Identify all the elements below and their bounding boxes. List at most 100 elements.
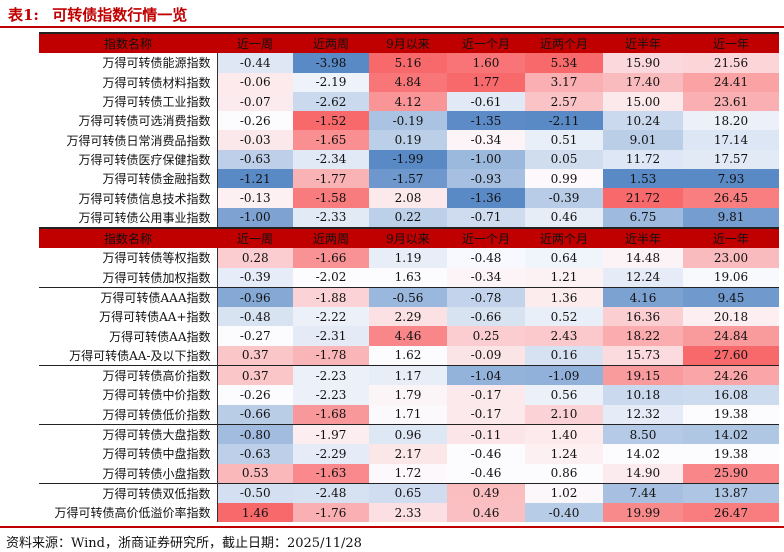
value-cell: 27.60 [683,345,779,366]
value-cell: -1.99 [369,149,447,170]
value-cell: -0.48 [447,248,525,268]
value-cell: 23.61 [683,91,779,112]
index-table: 指数名称 近一周 近两周 9月以来 近一个月 近两个月 近半年 近一年 万得可转债能源指数 -0.… [39,31,779,523]
index-name-cell: 万得可转债信息技术指数 [39,188,218,208]
value-cell: 2.08 [369,188,447,208]
value-cell: 18.20 [683,111,779,131]
value-cell: 18.22 [603,326,683,346]
index-name-cell: 万得可转债高价指数 [39,365,218,386]
value-cell: 17.14 [683,130,779,150]
table-row: 万得可转债能源指数 -0.44 -3.98 5.16 1.60 5.34 15.90 21.5… [39,53,779,73]
table-row: 万得可转债AAA指数 -0.96 -1.88 -0.56 -0.78 1.36 4.16 9.… [39,286,779,308]
index-name-cell: 万得可转债加权指数 [39,267,218,288]
value-cell: -0.63 [217,444,293,464]
value-cell: 9.01 [603,130,683,150]
value-cell: -0.50 [217,482,293,504]
value-cell: -1.36 [447,188,525,208]
index-name-cell: 万得可转债工业指数 [39,91,218,112]
value-cell: -2.02 [293,267,369,288]
value-cell: -1.76 [293,503,369,523]
value-cell: 6.75 [603,207,683,228]
table-caption: 可转债指数行情一览 [52,6,188,24]
column-header: 近一个月 [447,31,525,54]
table-title: 表1: 可转债指数行情一览 [8,4,187,25]
column-header: 近一周 [217,226,293,249]
value-cell: 19.38 [683,444,779,464]
value-cell: -0.11 [447,423,525,445]
value-cell: -2.23 [293,365,369,386]
table-row: 万得可转债小盘指数 0.53 -1.63 1.72 -0.46 0.86 14.90 25.9… [39,463,779,484]
value-cell: -2.33 [293,207,369,228]
value-cell: 0.52 [525,307,603,327]
value-cell: -2.19 [293,72,369,92]
table-row: 万得可转债可选消费指数 -0.26 -1.52 -0.19 -1.35 -2.11 10.2… [39,111,779,131]
index-name-cell: 万得可转债公用事业指数 [39,207,218,228]
value-cell: -2.62 [293,91,369,112]
value-cell: 1.72 [369,463,447,484]
value-cell: -0.66 [217,404,293,425]
value-cell: 0.65 [369,482,447,504]
table-row: 万得可转债中价指数 -0.26 -2.23 1.79 -0.17 0.56 10.18 16.… [39,385,779,405]
value-cell: -1.04 [447,365,525,386]
column-header: 近一个月 [447,226,525,249]
value-cell: 21.72 [603,188,683,208]
value-cell: 2.43 [525,326,603,346]
value-cell: 9.45 [683,286,779,308]
index-name-cell: 万得可转债低价指数 [39,404,218,425]
value-cell: 1.24 [525,444,603,464]
table-row: 万得可转债材料指数 -0.06 -2.19 4.84 1.77 3.17 17.40 24.4… [39,72,779,92]
value-cell: -1.00 [447,149,525,170]
value-cell: -0.39 [217,267,293,288]
column-header: 近一周 [217,31,293,54]
value-cell: 0.16 [525,345,603,366]
value-cell: 1.62 [369,345,447,366]
index-name-cell: 万得可转债中价指数 [39,385,218,405]
value-cell: 17.57 [683,149,779,170]
value-cell: -2.31 [293,326,369,346]
table-row: 万得可转债AA指数 -0.27 -2.31 4.46 0.25 2.43 18.22 24.8… [39,326,779,346]
value-cell: 1.63 [369,267,447,288]
value-cell: -0.80 [217,423,293,445]
value-cell: 14.02 [683,423,779,445]
value-cell: -2.34 [293,149,369,170]
table-row: 万得可转债AA-及以下指数 0.37 -1.78 1.62 -0.09 0.16 15.73… [39,345,779,366]
value-cell: -1.77 [293,169,369,189]
header-row: 指数名称 近一周 近两周 9月以来 近一个月 近两个月 近半年 近一年 [39,226,779,249]
value-cell: 0.46 [525,207,603,228]
table-row: 万得可转债金融指数 -1.21 -1.77 -1.57 -0.93 0.99 1.53 7.9… [39,169,779,189]
index-name-cell: 万得可转债高价低溢价率指数 [39,503,218,523]
source-note: 资料来源：Wind，浙商证券研究所，截止日期：2025/11/28 [6,536,362,551]
value-cell: 2.57 [525,91,603,112]
index-name-cell: 万得可转债材料指数 [39,72,218,92]
value-cell: -1.00 [217,207,293,228]
value-cell: 1.71 [369,404,447,425]
index-name-cell: 万得可转债小盘指数 [39,463,218,484]
index-name-cell: 万得可转债AA指数 [39,326,218,346]
value-cell: -1.35 [447,111,525,131]
value-cell: 12.32 [603,404,683,425]
value-cell: -0.40 [525,503,603,523]
table-row: 万得可转债大盘指数 -0.80 -1.97 0.96 -0.11 1.40 8.50 14.0… [39,423,779,445]
value-cell: -0.44 [217,53,293,73]
value-cell: 9.81 [683,207,779,228]
value-cell: -2.48 [293,482,369,504]
value-cell: 1.60 [447,53,525,73]
value-cell: 0.86 [525,463,603,484]
value-cell: 0.46 [447,503,525,523]
index-name-cell: 万得可转债日常消费品指数 [39,130,218,150]
value-cell: 14.02 [603,444,683,464]
column-header: 近两个月 [525,226,603,249]
value-cell: 0.96 [369,423,447,445]
table-row: 万得可转债信息技术指数 -0.13 -1.58 2.08 -1.36 -0.39 21.72… [39,188,779,208]
column-header: 近半年 [603,31,683,54]
bottom-rule [0,526,784,528]
index-name-cell: 万得可转债中盘指数 [39,444,218,464]
value-cell: -0.06 [217,72,293,92]
value-cell: -1.88 [293,286,369,308]
value-cell: -3.98 [293,53,369,73]
index-name-cell: 万得可转债双低指数 [39,482,218,504]
value-cell: 1.77 [447,72,525,92]
index-name-cell: 万得可转债AA-及以下指数 [39,345,218,366]
value-cell: 0.28 [217,248,293,268]
value-cell: 15.00 [603,91,683,112]
